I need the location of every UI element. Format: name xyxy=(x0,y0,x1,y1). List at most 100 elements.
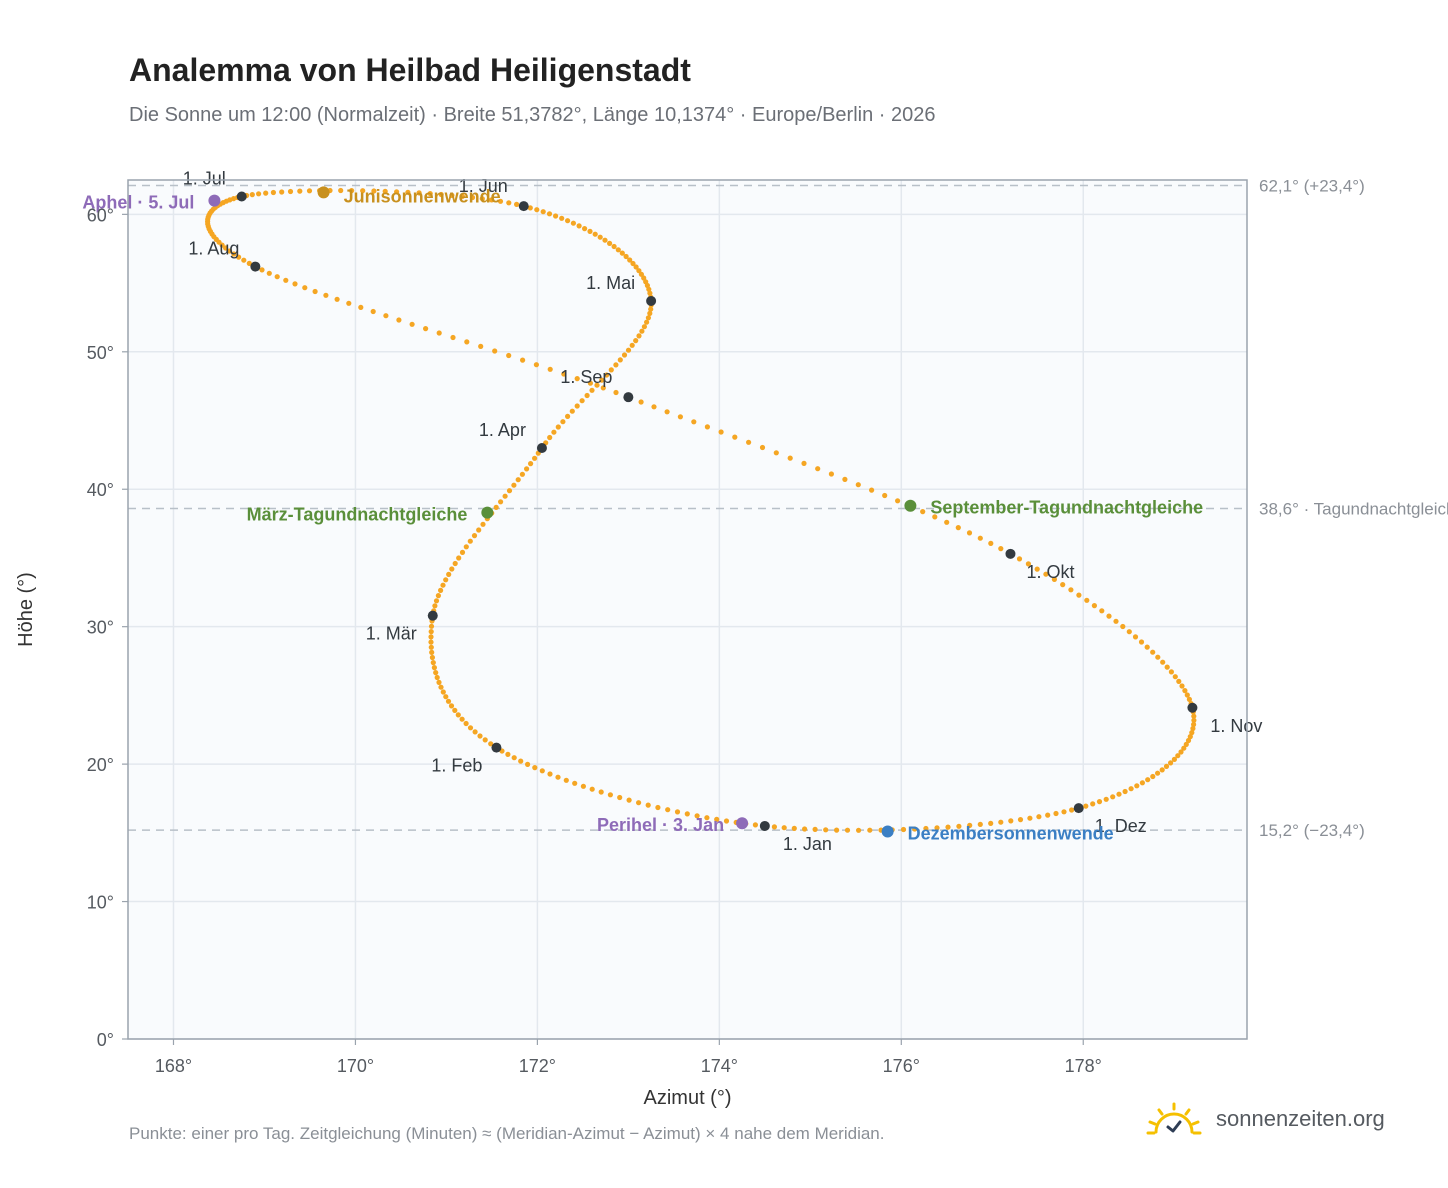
daily-point xyxy=(704,815,710,821)
x-tick-label: 174° xyxy=(701,1056,738,1076)
daily-point xyxy=(674,809,681,815)
daily-point xyxy=(292,281,298,287)
daily-point xyxy=(493,504,499,510)
daily-point xyxy=(263,190,269,196)
daily-point xyxy=(955,525,961,531)
event-marker xyxy=(481,506,494,519)
daily-point xyxy=(867,827,873,833)
daily-point xyxy=(440,689,446,695)
month-marker xyxy=(759,820,770,831)
daily-point xyxy=(428,639,434,645)
daily-point xyxy=(607,792,614,798)
daily-point xyxy=(1182,688,1188,694)
month-marker xyxy=(427,610,438,621)
daily-point xyxy=(665,807,671,813)
daily-point xyxy=(1176,678,1182,685)
daily-point xyxy=(525,761,531,768)
daily-point xyxy=(477,733,483,739)
daily-point xyxy=(615,247,621,253)
daily-point xyxy=(463,544,469,550)
daily-point xyxy=(429,649,435,656)
daily-point xyxy=(598,789,604,795)
daily-point xyxy=(732,434,738,440)
daily-point xyxy=(655,804,661,811)
x-axis-label: Azimut (°) xyxy=(644,1087,732,1109)
daily-point xyxy=(633,264,639,270)
daily-point xyxy=(435,593,441,599)
month-label: 1. Sep xyxy=(560,367,612,387)
daily-point xyxy=(479,196,485,202)
daily-point xyxy=(691,419,697,425)
x-tick-label: 168° xyxy=(155,1056,192,1076)
daily-point xyxy=(450,334,456,341)
daily-point xyxy=(617,357,623,363)
daily-point xyxy=(1128,786,1134,792)
daily-point xyxy=(1185,737,1192,744)
daily-point xyxy=(1116,791,1122,797)
daily-point xyxy=(1103,796,1109,802)
daily-point xyxy=(574,376,580,382)
daily-point xyxy=(452,560,458,567)
y-tick-label: 50° xyxy=(87,343,114,363)
daily-point xyxy=(1190,725,1196,732)
daily-point xyxy=(1181,745,1187,751)
daily-point xyxy=(1186,696,1192,703)
y-axis-label: Höhe (°) xyxy=(15,572,37,647)
daily-point xyxy=(1034,566,1040,572)
daily-point xyxy=(478,343,484,349)
daily-point xyxy=(1025,561,1031,567)
x-tick-label: 176° xyxy=(883,1056,920,1076)
daily-point xyxy=(576,223,582,229)
daily-point xyxy=(409,321,415,327)
daily-point xyxy=(869,487,875,493)
daily-point xyxy=(621,352,628,358)
daily-point xyxy=(584,392,590,399)
daily-point xyxy=(511,755,517,761)
footnote: Punkte: einer pro Tag. Zeitgleichung (Mi… xyxy=(129,1124,885,1143)
daily-point xyxy=(270,189,276,196)
daily-point xyxy=(988,540,994,547)
plot-frame xyxy=(127,179,1248,1040)
daily-point xyxy=(648,306,654,312)
daily-point xyxy=(923,825,929,832)
daily-point xyxy=(443,577,449,583)
daily-point xyxy=(506,200,512,206)
daily-point xyxy=(1168,669,1174,675)
daily-point xyxy=(511,482,517,488)
daily-point xyxy=(613,362,619,368)
daily-point xyxy=(476,527,482,533)
daily-point xyxy=(1183,741,1189,748)
event-marker xyxy=(736,817,749,830)
daily-point xyxy=(966,530,973,536)
daily-point xyxy=(1099,608,1105,614)
daily-point xyxy=(551,429,557,435)
daily-point xyxy=(394,189,400,195)
daily-point xyxy=(565,218,571,224)
daily-point xyxy=(801,460,807,466)
daily-point xyxy=(559,215,565,221)
daily-point xyxy=(752,822,759,828)
month-marker xyxy=(491,742,502,753)
daily-point xyxy=(641,275,647,281)
daily-point xyxy=(223,245,229,251)
brand[interactable]: sonnenzeiten.org xyxy=(1146,1102,1385,1136)
daily-point xyxy=(1179,683,1185,689)
daily-point xyxy=(1189,730,1195,736)
daily-point xyxy=(358,304,364,310)
daily-point xyxy=(241,257,247,263)
daily-point xyxy=(482,737,488,743)
daily-point xyxy=(645,315,652,321)
month-marker xyxy=(236,191,247,202)
daily-point xyxy=(636,800,642,806)
daily-point xyxy=(438,684,444,690)
daily-point xyxy=(563,777,569,783)
daily-point xyxy=(334,296,340,302)
daily-point xyxy=(882,492,888,499)
daily-point xyxy=(704,424,711,430)
daily-point xyxy=(467,725,474,731)
daily-point xyxy=(231,251,237,257)
daily-point xyxy=(1159,767,1165,773)
daily-point xyxy=(547,366,553,372)
daily-point xyxy=(423,326,429,332)
daily-point xyxy=(438,191,444,198)
